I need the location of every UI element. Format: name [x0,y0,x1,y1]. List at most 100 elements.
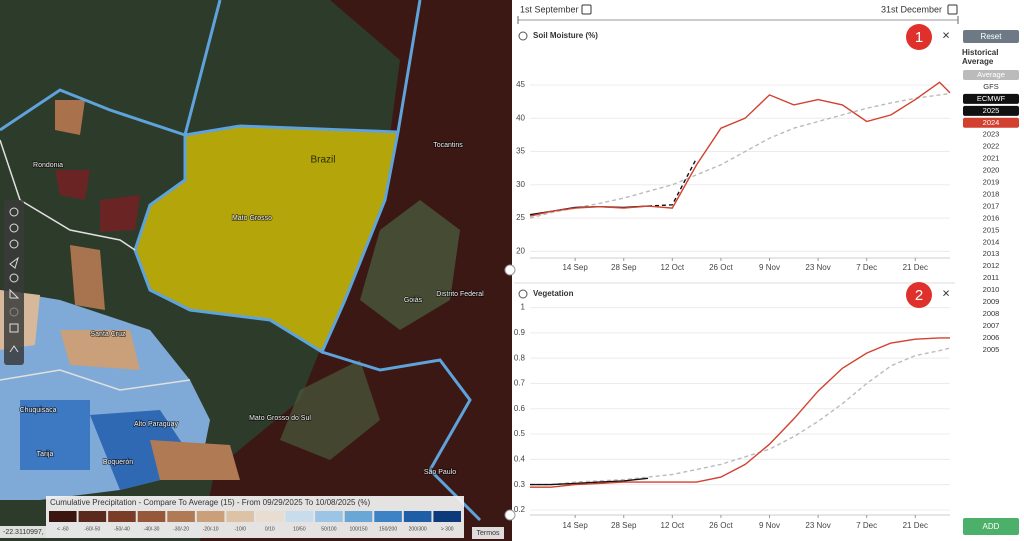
legend-entry[interactable]: 2024 [983,118,1000,127]
legend-entry[interactable]: Average [977,70,1005,79]
tool-icon[interactable] [9,323,19,333]
legend-swatch [137,511,166,522]
x-tick-label: 9 Nov [759,521,780,530]
map-label: Distrito Federal [436,291,484,298]
y-tick-label: 40 [516,113,525,122]
country-border [0,139,136,251]
legend-entry[interactable]: 2016 [983,213,1000,222]
legend-entry[interactable]: 2007 [983,321,1000,330]
x-tick-label: 23 Nov [805,263,830,272]
tool-icon[interactable] [9,273,19,283]
legend-entry[interactable]: ECMWF [977,94,1006,103]
sidebar: Reset Historical Average ADD Average GFS E… [962,30,1019,535]
map-highlight [135,126,398,352]
date-end[interactable]: 31st December [881,4,942,14]
map-label: Rondonia [33,162,63,169]
x-tick-label: 21 Dec [903,263,928,272]
x-tick-label: 12 Oct [661,521,685,530]
legend-entry[interactable]: 2023 [983,130,1000,139]
map-labels: Brazil Rondonia Mato Grosso Tocantins Goiás D… [19,141,485,477]
map[interactable]: Brazil Rondonia Mato Grosso Tocantins Goiás D… [0,0,512,541]
date-start[interactable]: 1st September [520,4,579,14]
y-tick-label: 0.2 [514,505,526,514]
map-region [280,360,380,460]
heading-box: Historical Average [962,48,998,66]
legend-entry[interactable]: 2008 [983,309,1000,318]
map-label: Chuquisaca [20,407,57,414]
legend-class-label: -30/-20 [173,526,189,532]
map-label: Alto Paraguay [134,421,178,428]
tool-icon[interactable] [9,207,19,217]
x-tick-label: 26 Oct [709,263,733,272]
badge-label: 1 [915,29,923,46]
badge [906,282,932,308]
close-button[interactable]: × [942,285,950,300]
legend-entry[interactable]: 2011 [983,273,999,282]
x-tick-label: 21 Dec [903,521,928,530]
map-label: Mato Grosso do Sul [249,415,311,422]
x-tick-label: 28 Sep [611,521,637,530]
tool-icon[interactable] [9,288,20,299]
legend-entry[interactable]: 2012 [983,261,1000,270]
legend-entry[interactable]: 2013 [983,249,1000,258]
legend-chip[interactable] [963,105,1019,116]
legend-entry[interactable]: 2005 [983,345,1000,354]
y-tick-label: 1 [521,303,526,312]
tool-icon[interactable] [9,307,19,317]
map-legend-title: Cumulative Precipitation - Compare To Av… [50,498,371,507]
legend-class-label: -60/-50 [84,526,100,532]
series-line [647,157,698,207]
map-region [55,100,85,135]
legend-entry[interactable]: 2009 [983,297,1000,306]
y-tick-label: 0.4 [514,454,526,463]
legend-chip[interactable] [963,117,1019,128]
legend-class-label: 50/100 [321,526,337,532]
legend-entry[interactable]: 2010 [983,285,1000,294]
add-label[interactable]: ADD [983,522,1000,531]
legend-entry[interactable]: 2025 [983,106,1000,115]
tool-icon[interactable] [9,345,19,353]
tool-icon[interactable] [9,239,19,249]
legend-entry[interactable]: 2020 [983,166,1000,175]
legend-class-label: -10/0 [235,526,247,532]
coordinates: -22.3110997, [3,529,44,536]
add-button[interactable] [963,518,1019,535]
legend-entry[interactable]: 2015 [983,225,1000,234]
legend-entry[interactable]: 2019 [983,178,1000,187]
legend-chip[interactable] [963,70,1019,80]
legend-entry[interactable]: 2006 [983,333,1000,342]
map-label: Tarija [37,451,54,458]
legend-entry[interactable]: 2014 [983,237,1000,246]
legend-swatch [374,511,402,522]
chart-title: Vegetation [533,289,574,298]
collapse-toggle[interactable] [504,264,516,276]
calendar-icon[interactable] [581,4,592,15]
x-tick-label: 23 Nov [805,521,830,530]
legend-entry[interactable]: 2021 [983,154,1000,163]
badge-label: 2 [915,287,923,304]
map-region [150,440,240,480]
legend-swatch [256,511,284,522]
x-tick-label: 7 Dec [856,521,877,530]
legend-chip[interactable] [963,93,1019,104]
close-button[interactable]: × [942,27,950,42]
calendar-icon[interactable] [947,4,958,15]
chart-icon [518,289,528,299]
map-region [360,200,460,330]
legend-entry[interactable]: 2017 [983,201,1000,210]
tool-icon[interactable] [9,223,19,233]
collapse-toggle[interactable] [504,509,516,521]
legend-entry[interactable]: 2022 [983,142,1000,151]
attribution[interactable]: Termos [477,530,500,537]
x-tick-label: 14 Sep [562,263,588,272]
legend-class-label: -50/-40 [114,526,130,532]
x-tick-label: 7 Dec [856,263,877,272]
legend-entry[interactable]: GFS [983,82,998,91]
legend-entry[interactable]: 2018 [983,189,1000,198]
reset-label[interactable]: Reset [981,32,1003,41]
reset-button[interactable] [963,30,1019,43]
series-line [530,347,951,486]
tool-icon[interactable] [9,256,19,269]
